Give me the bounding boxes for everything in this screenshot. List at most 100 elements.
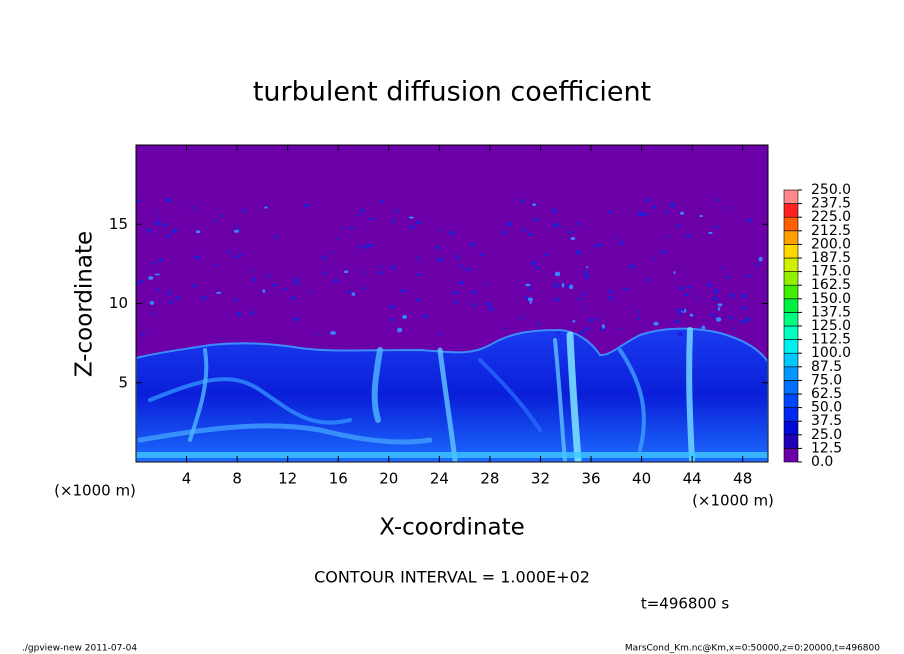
field-speck [535, 266, 540, 270]
field-speck [598, 243, 603, 247]
field-speck [669, 202, 676, 208]
field-speck [417, 256, 420, 261]
field-speck [652, 257, 655, 260]
field-speck [236, 311, 242, 317]
colorbar-box [783, 420, 799, 436]
colorbar-label: 125.0 [811, 318, 851, 334]
colorbar-box [783, 352, 799, 368]
streak [437, 347, 458, 462]
colorbar-box [783, 271, 799, 286]
field-speck [227, 250, 232, 254]
field-speck [717, 307, 721, 311]
field-speck [323, 271, 327, 276]
field-speck [680, 211, 685, 215]
colorbar-box [783, 189, 799, 204]
field-speck [595, 317, 599, 320]
field-speck [437, 257, 443, 262]
field-speck [532, 203, 536, 207]
field-speck [253, 277, 256, 282]
field-speck [330, 331, 336, 335]
field-speck [362, 286, 366, 290]
colorbar-label: 200.0 [811, 236, 851, 252]
field-speck [162, 222, 167, 227]
field-speck [454, 300, 458, 305]
x-tick-label: 4 [182, 470, 192, 488]
field-speck [727, 316, 734, 319]
time-label: t=496800 s [641, 595, 729, 613]
field-speck [629, 264, 635, 269]
field-speck [714, 225, 719, 229]
field-speck [154, 221, 160, 226]
field-speck [236, 226, 240, 230]
field-speck [479, 252, 484, 257]
field-speck [363, 270, 366, 275]
field-speck [360, 208, 364, 214]
field-speck [734, 327, 737, 331]
field-speck [250, 310, 255, 316]
field-speck [294, 280, 299, 286]
field-speck [637, 211, 644, 217]
colorbar-box [783, 244, 799, 259]
field-speck [586, 266, 589, 269]
x-tick-label: 12 [278, 470, 297, 488]
colorbar-box [783, 407, 799, 422]
colorbar-label: 37.5 [811, 413, 842, 429]
field-speck [416, 273, 422, 276]
field-speck [410, 225, 415, 229]
field-speck [251, 270, 255, 273]
field-speck [697, 296, 700, 301]
x-tick-label: 20 [379, 470, 398, 488]
x-unit-label: (×1000 m) [692, 492, 774, 510]
field-speck [529, 299, 532, 305]
field-speck [554, 271, 561, 277]
field-speck [741, 306, 747, 310]
field-speck [585, 327, 590, 331]
field-speck [190, 206, 195, 210]
field-speck [283, 287, 287, 291]
field-speck [472, 302, 476, 308]
field-speck [579, 330, 586, 335]
field-speck [357, 214, 361, 217]
field-speck [351, 292, 356, 296]
field-speck [194, 255, 200, 260]
field-speck [520, 316, 523, 320]
field-speck [148, 276, 154, 280]
field-speck [620, 327, 623, 331]
field-speck [543, 253, 549, 256]
field-speck [521, 228, 526, 232]
y-axis-label: Z-coordinate [72, 231, 98, 377]
colorbar-label: 162.5 [811, 277, 851, 293]
field-speck [215, 263, 220, 266]
field-speck [637, 316, 640, 321]
field-speck [146, 228, 151, 233]
field-speck [169, 299, 173, 304]
field-speck [369, 217, 375, 221]
field-speck [644, 198, 650, 202]
field-speck [521, 198, 525, 203]
field-speck [531, 261, 537, 266]
field-speck [556, 331, 560, 334]
field-speck [293, 277, 297, 281]
field-speck [333, 279, 339, 283]
field-speck [152, 312, 156, 315]
field-speck [607, 290, 613, 294]
field-speck [572, 319, 576, 323]
field-speck [389, 304, 395, 309]
streak [618, 348, 646, 452]
colorbar-box [783, 203, 799, 218]
field-speck [335, 237, 338, 241]
field-speck [470, 242, 476, 247]
field-speck [329, 251, 333, 254]
field-speck [368, 243, 374, 247]
field-speck [683, 293, 689, 296]
field-speck [156, 288, 159, 292]
colorbar-label: 25.0 [811, 427, 842, 443]
x-axis-label: X-coordinate [379, 515, 525, 541]
field-speck [552, 208, 557, 214]
field-speck [758, 256, 763, 262]
field-speck [215, 291, 222, 294]
colorbar-label: 12.5 [811, 440, 842, 456]
colorbar-box [783, 284, 799, 300]
field-speck [141, 332, 145, 337]
field-speck [423, 314, 428, 319]
